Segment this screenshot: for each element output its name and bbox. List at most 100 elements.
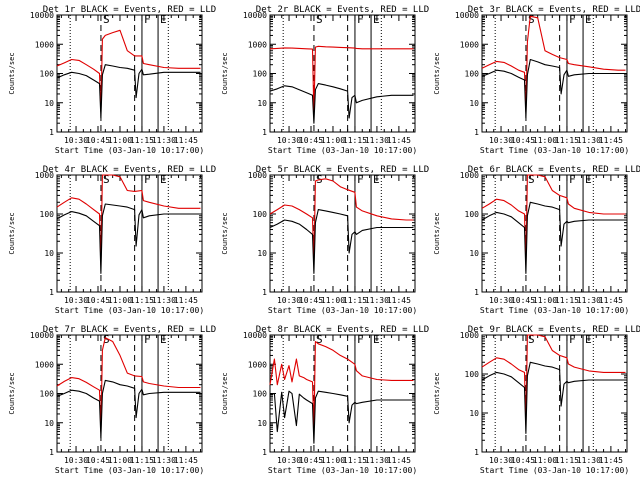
lld-series-line [481,15,626,113]
event-marker-label: E [585,333,592,346]
event-marker-label: F [569,333,576,346]
detector-panel: Det 9r BLACK = Events, RED = LLD 1 10 100 10… [433,325,640,475]
y-axis-label: Counts/sec [221,372,229,414]
y-tick-label: 1000 [248,360,267,369]
event-marker-label: E [160,13,167,26]
event-marker-label: E [373,333,380,346]
lld-series-line [481,334,626,426]
y-axis-label: Counts/sec [433,212,441,254]
x-tick-label: 11:30 [365,136,389,145]
y-tick-label: 100 [465,70,480,79]
event-marker-label: F [357,173,364,186]
y-axis-label: Counts/sec [221,212,229,254]
x-axis-label: Start Time (03-Jan-10 10:17:00) [55,306,204,315]
y-tick-label: 10000 [455,11,479,20]
plot-frame [481,174,628,293]
y-axis-label: Counts/sec [8,372,16,414]
lld-series-line [269,45,414,115]
x-tick-label: 10:45 [299,296,323,305]
event-marker-label: S [528,333,535,346]
y-tick-label: 1000 [248,171,267,180]
x-tick-label: 11:45 [174,296,198,305]
detector-panel: Det 1r BLACK = Events, RED = LLD 1 10 100 10… [8,5,216,155]
x-tick-label: 11:15 [555,296,579,305]
detector-panel: Det 5r BLACK = Events, RED = LLD 1 10 100 10… [221,165,429,315]
y-tick-label: 10 [257,419,267,428]
plot-frame [269,174,416,293]
x-tick-label: 10:30 [64,456,88,465]
event-marker-label: F [357,13,364,26]
x-tick-label: 11:00 [108,136,132,145]
y-tick-label: 10000 [243,331,267,340]
x-tick-label: 11:30 [577,136,601,145]
y-tick-label: 10000 [30,11,54,20]
event-marker-label: E [585,173,592,186]
y-tick-label: 10 [44,419,54,428]
y-tick-label: 100 [465,370,480,379]
event-marker-label: S [316,333,323,346]
x-tick-label: 10:30 [277,136,301,145]
detector-panel: Det 7r BLACK = Events, RED = LLD 1 10 100 10… [8,325,216,475]
x-tick-label: 10:30 [277,456,301,465]
x-tick-label: 11:00 [533,296,557,305]
event-marker-label: S [316,13,323,26]
detector-panel: Det 4r BLACK = Events, RED = LLD 1 10 100 10… [8,165,216,315]
event-marker-label: E [160,173,167,186]
event-marker-label: F [569,173,576,186]
x-tick-label: 11:15 [343,296,367,305]
lld-series-line [481,174,626,266]
y-tick-label: 1 [49,448,54,457]
event-marker-label: F [144,173,151,186]
panel-title: Det 4r BLACK = Events, RED = LLD [43,165,216,175]
x-axis-label: Start Time (03-Jan-10 10:17:00) [268,306,417,315]
x-tick-label: 10:45 [511,136,535,145]
y-tick-label: 1 [262,448,267,457]
panel-title: Det 5r BLACK = Events, RED = LLD [256,165,429,175]
panel-title: Det 2r BLACK = Events, RED = LLD [256,5,429,15]
x-tick-label: 10:45 [511,296,535,305]
events-series-line [481,201,626,274]
x-tick-label: 11:30 [577,456,601,465]
event-marker-label: F [144,333,151,346]
event-marker-label: S [103,13,110,26]
y-axis-label: Counts/sec [433,372,441,414]
x-tick-label: 10:45 [86,136,110,145]
x-axis-label: Start Time (03-Jan-10 10:17:00) [480,466,629,475]
y-tick-label: 10 [469,409,479,418]
event-marker-label: E [373,173,380,186]
x-tick-label: 10:45 [299,136,323,145]
y-tick-label: 10 [469,99,479,108]
x-tick-label: 10:30 [64,136,88,145]
x-tick-label: 11:15 [343,456,367,465]
y-tick-label: 1 [49,288,54,297]
events-series-line [269,390,414,444]
events-series-line [269,209,414,274]
y-tick-label: 1 [474,288,479,297]
event-marker-label: S [528,13,535,26]
x-tick-label: 11:00 [321,296,345,305]
event-marker-label: S [103,173,110,186]
x-tick-label: 11:45 [599,296,623,305]
y-tick-label: 10 [44,99,54,108]
event-marker-label: S [103,333,110,346]
x-axis-label: Start Time (03-Jan-10 10:17:00) [55,466,204,475]
y-tick-label: 10000 [243,11,267,20]
y-tick-label: 1 [49,128,54,137]
event-marker-label: E [373,13,380,26]
y-tick-label: 1 [262,288,267,297]
y-tick-label: 10000 [30,331,54,340]
x-axis-label: Start Time (03-Jan-10 10:17:00) [268,146,417,155]
x-tick-label: 10:45 [86,296,110,305]
y-tick-label: 10 [257,99,267,108]
events-series-line [481,58,626,119]
y-tick-label: 10 [44,249,54,258]
y-tick-label: 100 [40,390,55,399]
events-series-line [56,379,201,439]
x-tick-label: 11:30 [365,456,389,465]
y-tick-label: 1000 [35,171,54,180]
event-marker-label: F [569,13,576,26]
x-tick-label: 11:30 [152,456,176,465]
panel-title: Det 7r BLACK = Events, RED = LLD [43,325,216,335]
x-tick-label: 10:30 [489,296,513,305]
